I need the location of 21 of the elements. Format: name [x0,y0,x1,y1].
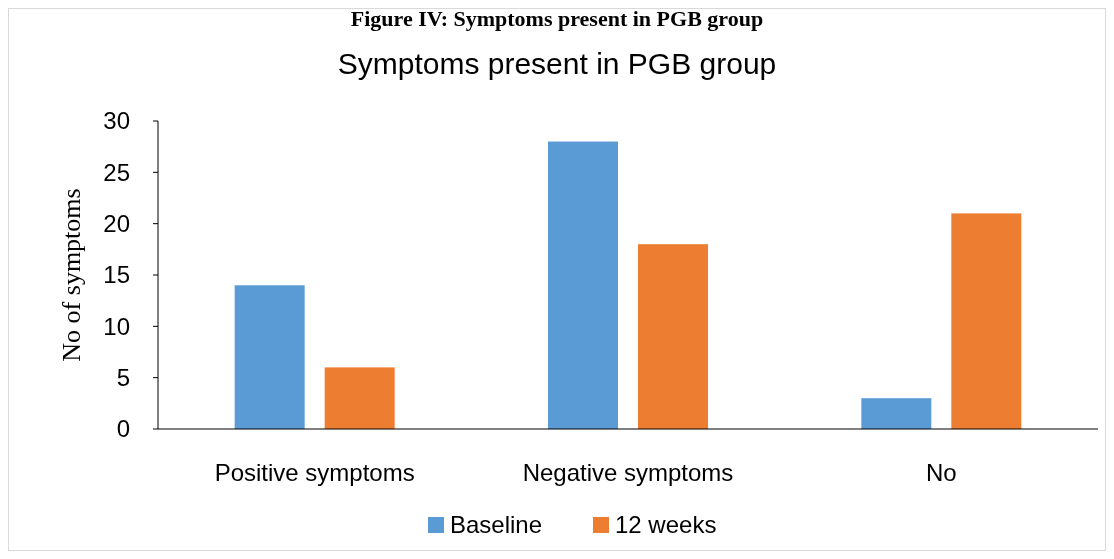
y-tick-label: 0 [116,415,130,443]
bar [548,141,618,429]
x-tick-label: No [925,459,957,486]
y-tick-label: 10 [103,312,130,340]
y-tick-label: 25 [103,158,130,186]
y-tick-label: 15 [103,261,130,289]
y-tick-label: 5 [116,364,130,392]
y-tick-label: 20 [103,210,130,238]
x-tick-label: Negative symptoms [522,459,734,486]
y-axis-title: No of symptoms [57,188,86,362]
bar [324,367,395,429]
legend-label: Baseline [450,511,543,538]
bar [861,398,932,429]
x-tick-label: Positive symptoms [214,459,415,486]
y-tick-label: 30 [103,107,130,135]
chart-title: Symptoms present in PGB group [337,47,777,80]
bar [234,285,305,429]
text: Figure IV: Symptoms present in PGB group [350,6,764,31]
bar [638,244,708,429]
legend-label: 12 weeks [615,511,717,538]
bar [951,213,1022,429]
